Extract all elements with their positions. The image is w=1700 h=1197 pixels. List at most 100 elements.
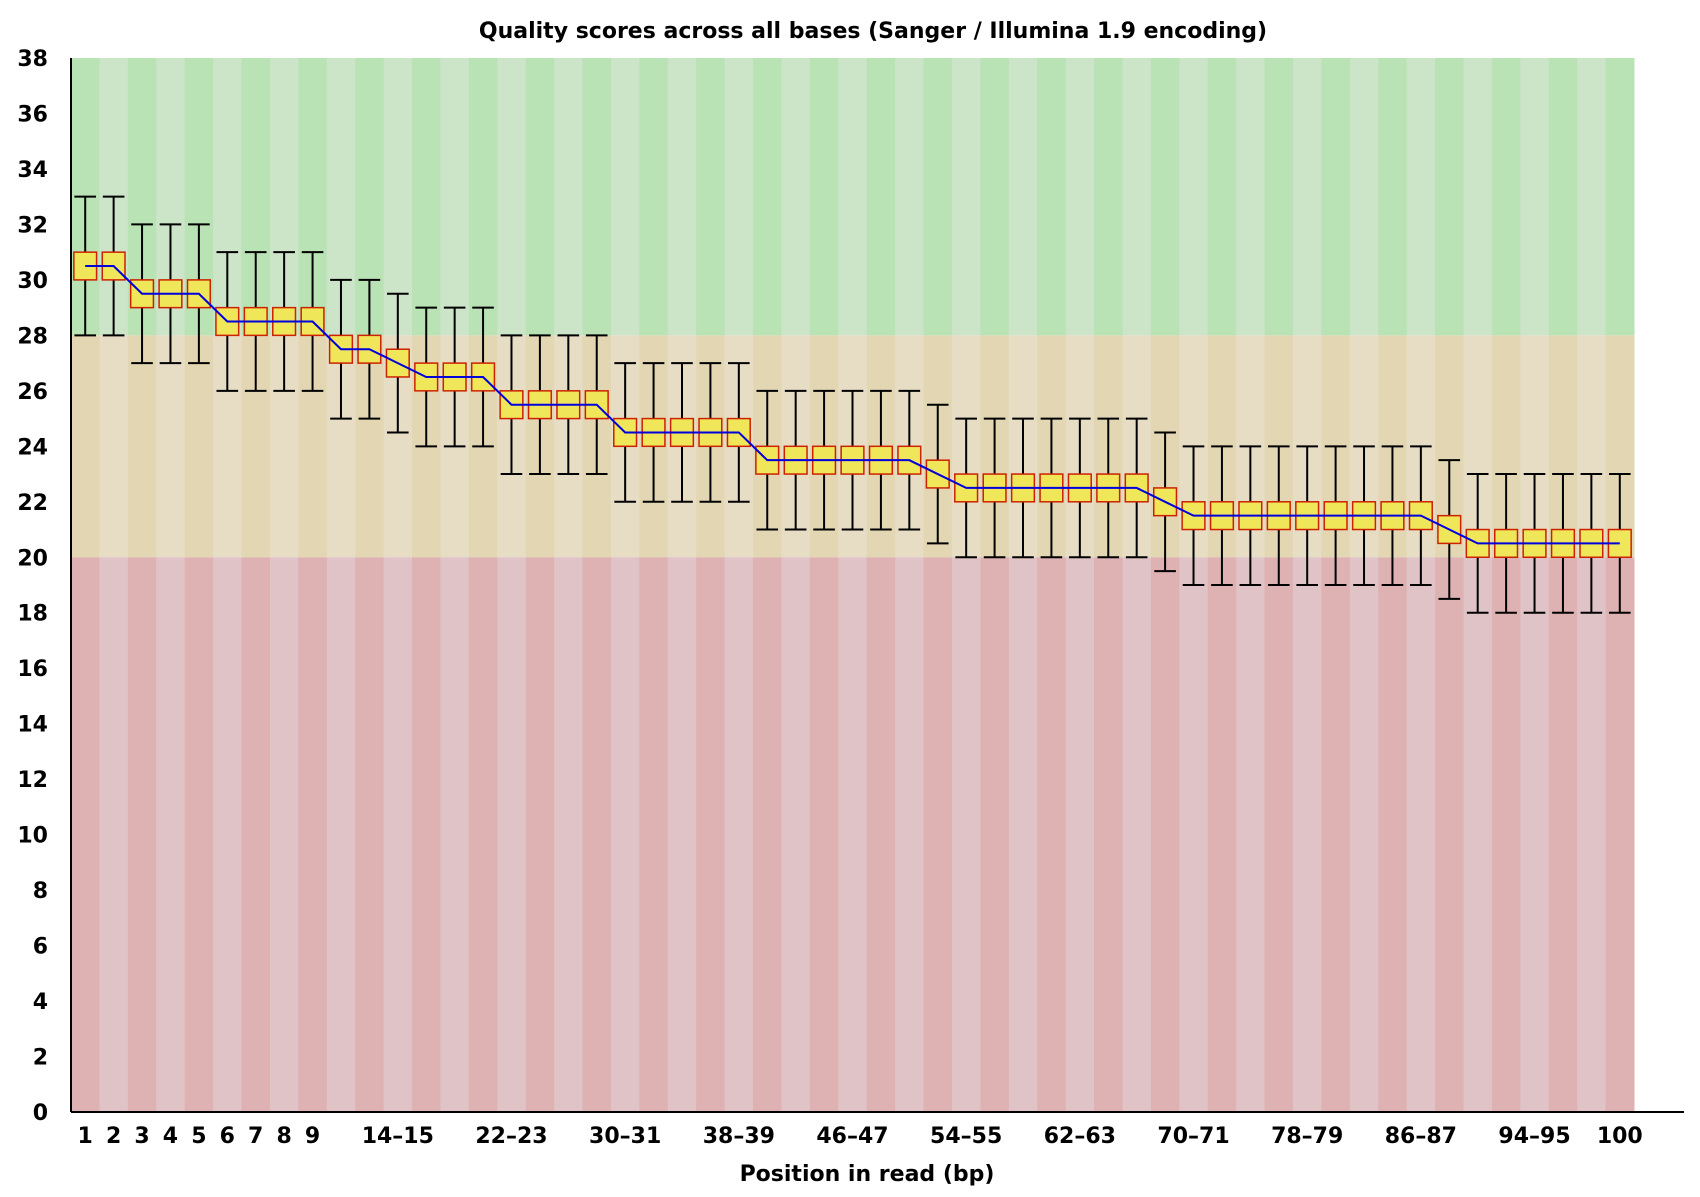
zone-good-stripe [1491,58,1521,336]
zone-poor-stripe [156,557,186,1112]
zone-poor-stripe [1094,557,1123,1112]
zone-poor-stripe [923,557,953,1112]
zone-good-stripe [1406,58,1436,336]
zone-poor-stripe [355,557,385,1112]
x-tick-label: 4 [163,1124,178,1149]
y-tick-label: 4 [33,990,48,1015]
y-tick-label: 32 [17,213,48,238]
zone-poor-stripe [1122,557,1152,1112]
y-tick-label: 26 [17,380,48,405]
zone-good-stripe [724,58,754,336]
zone-poor-stripe [1292,557,1322,1112]
zone-poor-stripe [1520,557,1550,1112]
mean-line-layer [85,265,1620,545]
zone-good-stripe [525,58,555,336]
zone-reasonable-stripe [184,335,214,558]
zone-reasonable-stripe [156,335,186,558]
zone-good-stripe [696,58,726,336]
zone-good-stripe [1605,58,1635,336]
zone-poor-stripe [525,557,555,1112]
zone-good-stripe [1349,58,1379,336]
zone-good-stripe [1463,58,1493,336]
y-tick-label: 38 [17,47,48,72]
zone-poor-stripe [241,557,271,1112]
zone-poor-stripe [127,557,157,1112]
zone-poor-stripe [724,557,754,1112]
zone-good-stripe [1378,58,1408,336]
x-tick-label: 94–95 [1498,1124,1570,1149]
zone-poor-stripe [1236,557,1266,1112]
zone-poor-stripe [1065,557,1095,1112]
zone-poor-stripe [554,557,584,1112]
y-tick-label: 10 [17,824,48,849]
zone-good-stripe [412,58,441,336]
zone-poor-stripe [1264,557,1294,1112]
zone-reasonable-stripe [99,335,129,558]
zone-poor-stripe [753,557,782,1112]
zone-poor-stripe [1179,557,1209,1112]
zone-good-stripe [1520,58,1550,336]
zone-poor-stripe [1321,557,1351,1112]
x-tick-label: 62–63 [1044,1124,1116,1149]
y-tick-label: 16 [17,657,48,682]
zone-good-stripe [497,58,527,336]
x-tick-label: 8 [276,1124,291,1149]
y-tick-label: 8 [33,879,48,904]
zone-good-stripe [667,58,697,336]
zone-poor-stripe [298,557,328,1112]
zone-good-stripe [809,58,839,336]
zone-good-stripe [1548,58,1578,336]
zone-good-stripe [895,58,925,336]
zone-poor-stripe [951,557,981,1112]
zone-reasonable-stripe [127,335,157,558]
zone-poor-stripe [497,557,527,1112]
x-tick-label: 38–39 [703,1124,775,1149]
zone-poor-stripe [781,557,811,1112]
zone-good-stripe [1179,58,1209,336]
axes-layer [70,58,1684,1113]
zone-poor-stripe [383,557,413,1112]
x-tick-label: 86–87 [1385,1124,1457,1149]
x-tick-label: 9 [305,1124,320,1149]
zone-poor-stripe [610,557,640,1112]
zone-poor-stripe [1037,557,1067,1112]
zone-good-stripe [1122,58,1152,336]
zone-good-stripe [1435,58,1464,336]
x-tick-label: 70–71 [1157,1124,1229,1149]
x-tick-label: 14–15 [362,1124,434,1149]
x-tick-label: 7 [248,1124,263,1149]
zone-good-stripe [554,58,584,336]
x-tick-label: 3 [134,1124,149,1149]
x-tick-label: 46–47 [816,1124,888,1149]
x-tick-label: 2 [106,1124,121,1149]
chart-title: Quality scores across all bases (Sanger … [479,19,1267,44]
y-tick-label: 36 [17,102,48,127]
zone-good-stripe [1292,58,1322,336]
y-tick-label: 14 [17,713,48,738]
zone-good-stripe [1577,58,1607,336]
y-tick-label: 0 [33,1101,48,1126]
zone-poor-stripe [440,557,470,1112]
x-tick-label: 100 [1597,1124,1643,1149]
y-tick-label: 2 [33,1046,48,1071]
zone-poor-stripe [1463,557,1493,1112]
zone-poor-stripe [326,557,356,1112]
zone-good-stripe [383,58,413,336]
zone-good-stripe [1065,58,1095,336]
x-tick-label: 54–55 [930,1124,1002,1149]
zone-good-stripe [1264,58,1294,336]
zone-good-stripe [610,58,640,336]
zone-poor-stripe [1435,557,1464,1112]
zone-poor-stripe [468,557,498,1112]
zone-poor-stripe [1349,557,1379,1112]
zone-poor-stripe [895,557,925,1112]
y-tick-label: 34 [17,158,48,183]
zone-good-stripe [1037,58,1067,336]
y-tick-label: 30 [17,269,48,294]
zone-good-stripe [951,58,981,336]
zone-poor-stripe [1548,557,1578,1112]
zone-good-stripe [639,58,669,336]
